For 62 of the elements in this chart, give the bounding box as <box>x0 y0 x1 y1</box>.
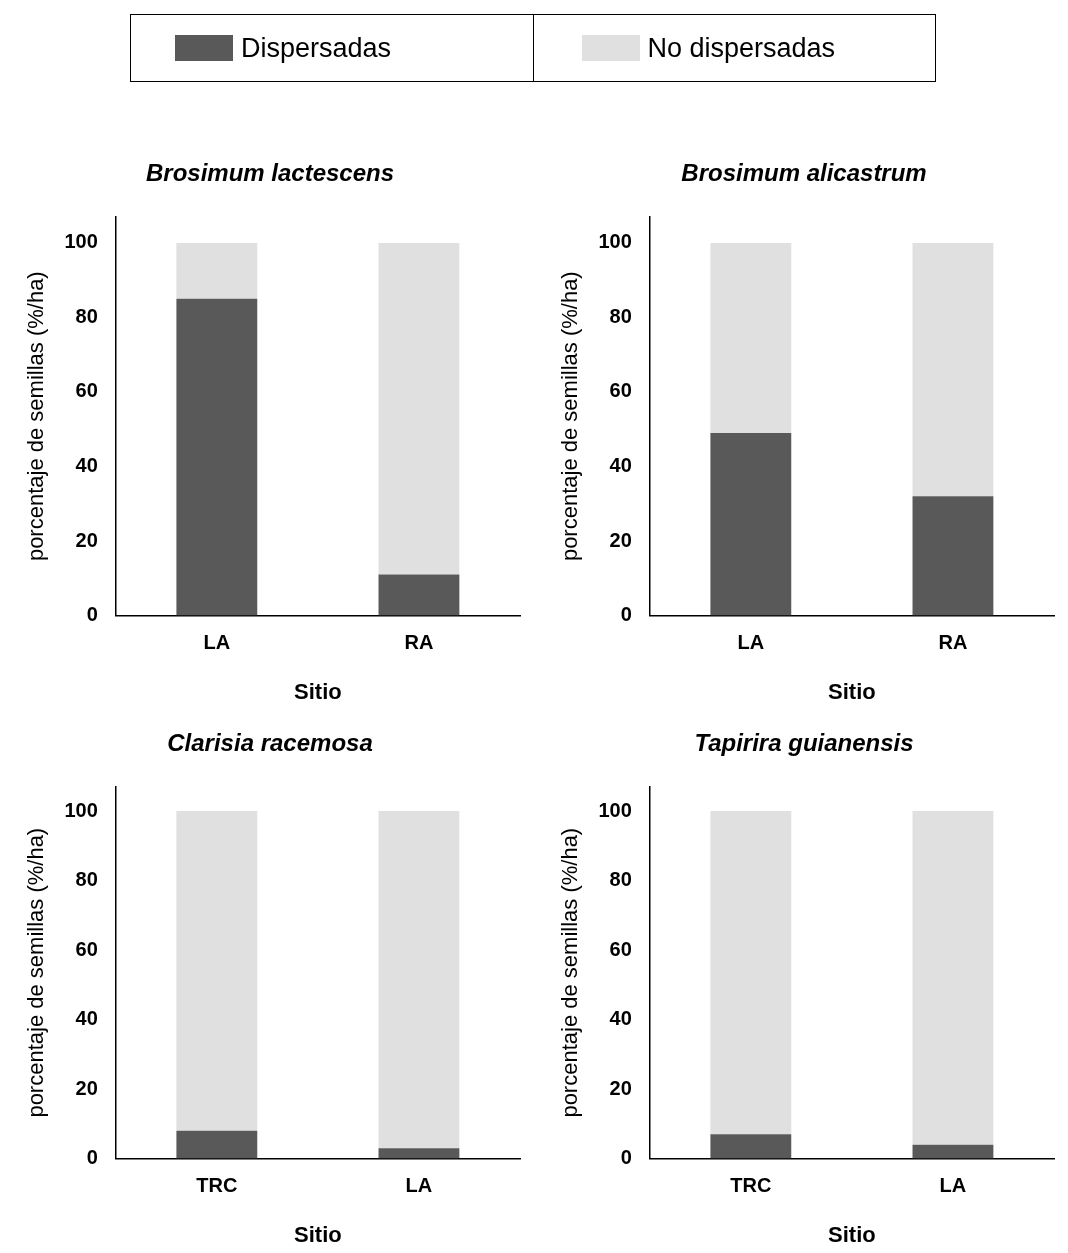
y-tick-label: 60 <box>609 379 632 402</box>
bar <box>710 242 792 433</box>
bar <box>176 242 258 299</box>
bar <box>378 574 460 616</box>
x-axis-title: Sitio <box>294 678 342 704</box>
y-tick-label: 20 <box>609 528 632 551</box>
chart-title: Brosimum lactescens <box>145 159 395 187</box>
x-axis-title: Sitio <box>294 1221 342 1247</box>
y-tick-label: 40 <box>609 1007 632 1030</box>
y-tick-label: 100 <box>598 798 632 821</box>
bar <box>378 811 460 1149</box>
legend-label: No dispersadas <box>647 32 836 64</box>
x-tick-label: TRC <box>196 1174 238 1197</box>
chart-title: Clarisia racemosa <box>167 729 373 757</box>
chart-title: Tapirira guianensis <box>694 729 914 757</box>
x-axis-title: Sitio <box>828 678 876 704</box>
bar <box>176 298 258 616</box>
y-tick-label: 40 <box>75 1007 98 1030</box>
bar <box>176 811 258 1131</box>
y-tick-label: 80 <box>75 304 98 327</box>
y-axis-title: porcentaje de semillas (%/ha) <box>23 271 49 562</box>
x-tick-label: LA <box>939 1174 967 1197</box>
y-tick-label: 0 <box>86 603 98 626</box>
bar <box>378 1148 460 1159</box>
x-axis-title: Sitio <box>828 1221 876 1247</box>
chart-title: Brosimum alicastrum <box>681 159 927 187</box>
x-tick-label: TRC <box>730 1174 772 1197</box>
y-tick-label: 20 <box>75 528 98 551</box>
bar <box>912 496 994 616</box>
bar <box>710 811 792 1135</box>
y-axis-title: porcentaje de semillas (%/ha) <box>557 271 583 562</box>
bar <box>912 242 994 497</box>
x-tick-label: LA <box>405 1174 433 1197</box>
y-tick-label: 100 <box>598 230 632 253</box>
y-tick-label: 0 <box>86 1146 98 1169</box>
bar <box>912 811 994 1145</box>
y-axis-title: porcentaje de semillas (%/ha) <box>23 827 49 1118</box>
y-tick-label: 20 <box>609 1076 632 1099</box>
y-tick-label: 80 <box>75 868 98 891</box>
x-tick-label: LA <box>203 631 231 654</box>
x-tick-label: RA <box>938 631 968 654</box>
bar <box>176 1130 258 1159</box>
y-tick-label: 40 <box>609 454 632 477</box>
y-tick-label: 100 <box>64 798 98 821</box>
x-tick-label: RA <box>404 631 434 654</box>
y-tick-label: 60 <box>609 937 632 960</box>
legend-label: Dispersadas <box>241 32 392 64</box>
y-tick-label: 0 <box>620 603 632 626</box>
x-tick-label: LA <box>737 631 765 654</box>
y-axis-title: porcentaje de semillas (%/ha) <box>557 827 583 1118</box>
y-tick-label: 40 <box>75 454 98 477</box>
bar <box>710 432 792 616</box>
y-tick-label: 60 <box>75 379 98 402</box>
y-tick-label: 60 <box>75 937 98 960</box>
bar <box>912 1144 994 1159</box>
bar <box>378 242 460 575</box>
bar <box>710 1134 792 1159</box>
y-tick-label: 0 <box>620 1146 632 1169</box>
y-tick-label: 80 <box>609 868 632 891</box>
y-tick-label: 80 <box>609 304 632 327</box>
y-tick-label: 100 <box>64 230 98 253</box>
y-tick-label: 20 <box>75 1076 98 1099</box>
